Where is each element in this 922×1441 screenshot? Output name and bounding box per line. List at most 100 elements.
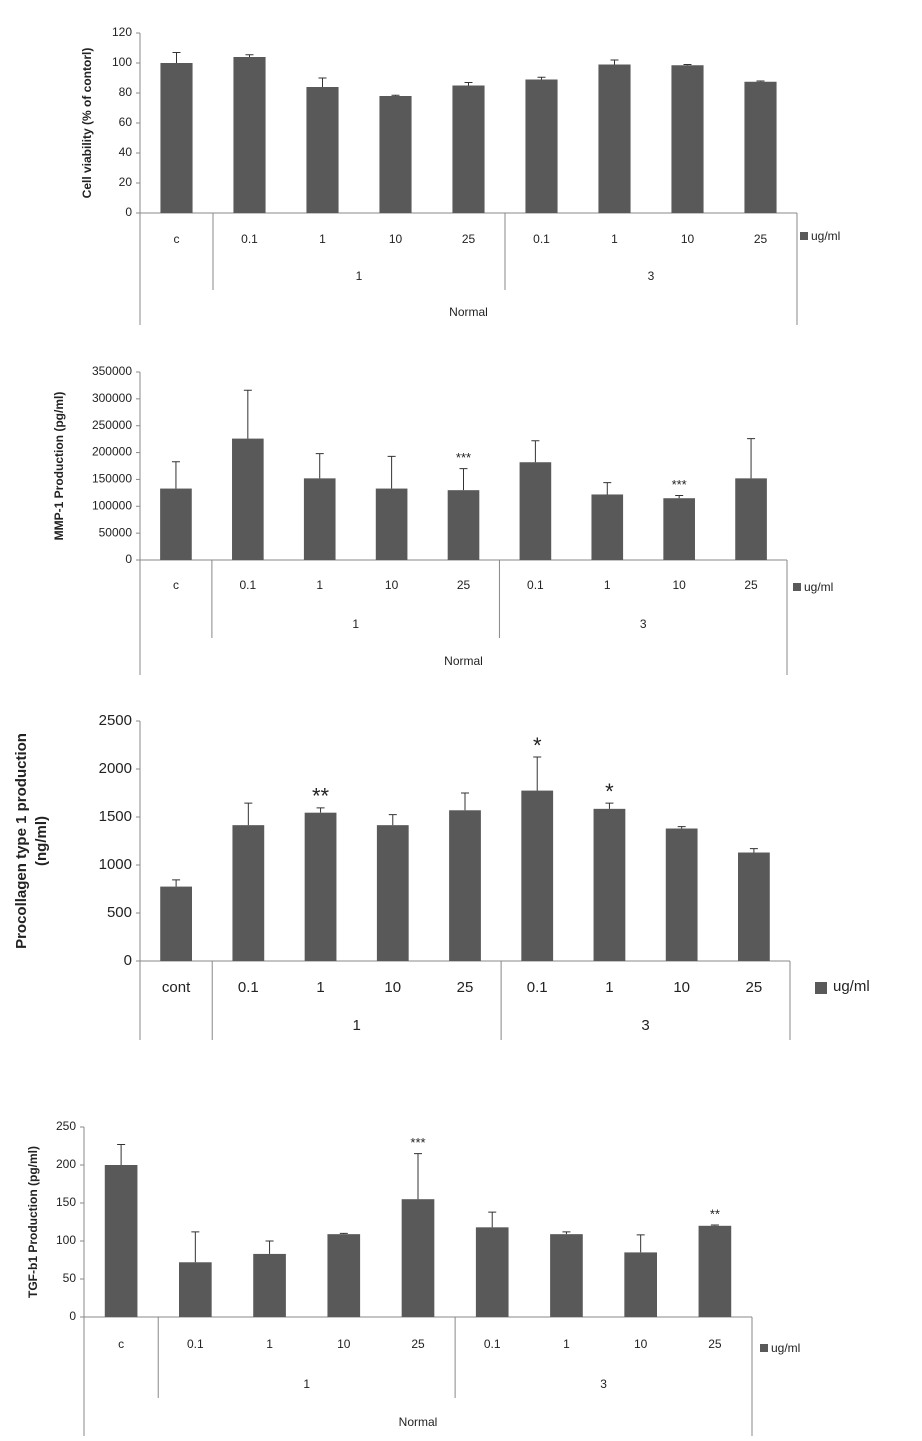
bar xyxy=(624,1252,657,1317)
bar xyxy=(698,1225,732,1317)
y-tick-label: 1000 xyxy=(99,856,132,873)
y-axis-label: MMP-1 Production (pg/ml) xyxy=(52,392,66,541)
bar xyxy=(160,886,192,961)
legend-label: ug/ml xyxy=(833,978,870,995)
x-tick-label: 25 xyxy=(744,578,758,592)
y-axis-label: Cell viability (% of contorl) xyxy=(80,48,94,199)
legend-swatch xyxy=(760,1344,768,1352)
error-bar xyxy=(414,1153,422,1200)
bar xyxy=(375,488,408,560)
bar xyxy=(104,1165,138,1317)
y-axis-label: TGF-b1 Production (pg/ml) xyxy=(26,1146,40,1298)
error-bar xyxy=(747,438,756,479)
x-tick-label: 0.1 xyxy=(527,578,544,592)
group-label: 3 xyxy=(600,1377,607,1391)
y-tick-label: 2500 xyxy=(99,712,132,729)
group-label: 1 xyxy=(352,617,359,631)
y-tick-label: 100 xyxy=(112,55,132,69)
x-tick-label: 1 xyxy=(316,578,323,592)
x-tick-label: 1 xyxy=(316,979,324,996)
x-tick-label: c xyxy=(173,578,179,592)
y-tick-label: 0 xyxy=(125,552,132,566)
error-bar xyxy=(191,1231,200,1263)
bar xyxy=(593,808,626,961)
error-bar xyxy=(710,1224,719,1226)
top-group-label: Normal xyxy=(444,654,483,668)
error-bar xyxy=(387,455,396,489)
y-tick-label: 200 xyxy=(56,1157,76,1171)
significance: *** xyxy=(672,477,687,492)
x-tick-label: 0.1 xyxy=(527,979,548,996)
error-bar xyxy=(683,64,692,66)
x-tick-label: 1 xyxy=(266,1337,273,1351)
error-bar xyxy=(339,1232,348,1235)
y-tick-label: 20 xyxy=(119,175,133,189)
x-tick-label: 10 xyxy=(672,578,686,592)
x-tick-label: 0.1 xyxy=(238,979,259,996)
x-tick-label: 1 xyxy=(611,232,618,246)
y-tick-label: 100 xyxy=(56,1233,76,1247)
error-bar xyxy=(117,1143,126,1165)
significance: *** xyxy=(456,450,471,465)
group-label: 1 xyxy=(356,269,363,283)
bar xyxy=(550,1234,583,1317)
y-tick-label: 150 xyxy=(56,1195,76,1209)
error-bar xyxy=(531,440,540,463)
top-group-label: Normal xyxy=(399,1415,438,1429)
legend-label: ug/ml xyxy=(811,229,840,243)
x-tick-label: 25 xyxy=(754,232,768,246)
error-bar xyxy=(316,807,325,813)
group-label: 3 xyxy=(641,1017,649,1034)
y-tick-label: 1500 xyxy=(99,808,132,825)
y-axis-label: (ng/ml) xyxy=(33,816,50,866)
x-tick-label: 10 xyxy=(385,578,399,592)
y-tick-label: 500 xyxy=(107,904,132,921)
error-bar xyxy=(318,77,327,87)
bar xyxy=(449,810,481,961)
x-tick-label: 25 xyxy=(708,1337,722,1351)
error-bar xyxy=(391,94,400,96)
top-group-label: Normal xyxy=(449,305,488,319)
legend-swatch xyxy=(815,982,827,994)
error-bar xyxy=(677,826,686,829)
group-label: 1 xyxy=(303,1377,310,1391)
bar xyxy=(306,87,339,213)
y-tick-label: 250000 xyxy=(92,418,132,432)
error-bar xyxy=(172,879,181,887)
group-label: 1 xyxy=(352,1017,360,1034)
significance: * xyxy=(605,779,614,804)
significance: ** xyxy=(710,1206,720,1221)
error-bar xyxy=(756,80,765,82)
bar xyxy=(663,498,695,560)
error-bar xyxy=(265,1240,274,1254)
bar xyxy=(253,1253,286,1317)
y-tick-label: 0 xyxy=(125,205,132,219)
x-tick-label: 1 xyxy=(605,979,613,996)
bar xyxy=(447,490,480,560)
legend-swatch xyxy=(793,583,801,591)
y-tick-label: 120 xyxy=(112,25,132,39)
y-tick-label: 50 xyxy=(63,1271,77,1285)
error-bar xyxy=(675,495,684,499)
x-tick-label: cont xyxy=(162,979,191,996)
bar xyxy=(452,85,485,213)
error-bar xyxy=(562,1231,571,1235)
significance: * xyxy=(533,733,542,758)
error-bar xyxy=(388,814,397,826)
bar xyxy=(735,478,767,560)
y-tick-label: 350000 xyxy=(92,364,132,378)
y-tick-label: 150000 xyxy=(92,472,132,486)
x-tick-label: 25 xyxy=(411,1337,425,1351)
significance: *** xyxy=(410,1135,425,1150)
bar xyxy=(738,852,770,961)
x-tick-label: 25 xyxy=(746,979,763,996)
bar xyxy=(519,462,552,560)
error-bar xyxy=(245,54,254,57)
bar xyxy=(160,63,193,213)
x-tick-label: 1 xyxy=(604,578,611,592)
bar xyxy=(591,494,624,560)
x-tick-label: 0.1 xyxy=(241,232,258,246)
error-bar xyxy=(605,802,614,809)
bar xyxy=(327,1234,361,1317)
x-tick-label: 10 xyxy=(673,979,690,996)
